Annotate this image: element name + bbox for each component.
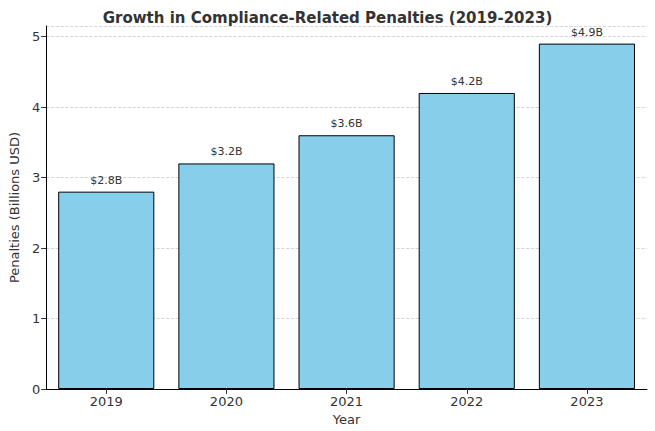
svg-text:5: 5 bbox=[32, 29, 40, 44]
svg-text:$3.6B: $3.6B bbox=[331, 117, 363, 130]
svg-text:Year: Year bbox=[332, 412, 361, 427]
svg-text:1: 1 bbox=[32, 311, 40, 326]
svg-text:Growth in Compliance-Related P: Growth in Compliance-Related Penalties (… bbox=[103, 9, 553, 27]
svg-text:$2.8B: $2.8B bbox=[90, 174, 122, 187]
svg-text:$4.2B: $4.2B bbox=[451, 75, 483, 88]
svg-text:0: 0 bbox=[32, 382, 40, 397]
svg-text:2021: 2021 bbox=[330, 394, 363, 409]
svg-text:2020: 2020 bbox=[210, 394, 243, 409]
svg-text:2: 2 bbox=[32, 241, 40, 256]
svg-text:$4.9B: $4.9B bbox=[571, 26, 603, 39]
svg-text:$3.2B: $3.2B bbox=[210, 145, 242, 158]
svg-text:3: 3 bbox=[32, 170, 40, 185]
svg-text:2023: 2023 bbox=[570, 394, 603, 409]
svg-text:4: 4 bbox=[32, 100, 40, 115]
svg-text:2022: 2022 bbox=[450, 394, 483, 409]
svg-text:2019: 2019 bbox=[90, 394, 123, 409]
svg-text:Penalties (Billions USD): Penalties (Billions USD) bbox=[7, 132, 22, 283]
